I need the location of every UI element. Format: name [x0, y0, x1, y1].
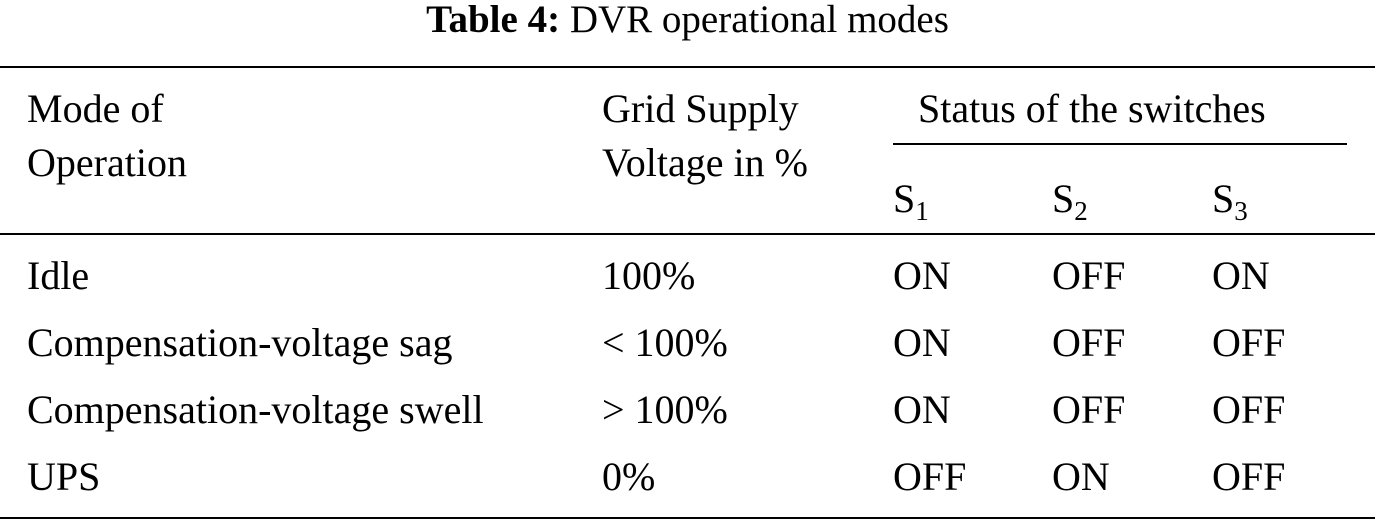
row-1-mode: Idle: [27, 253, 90, 298]
header-mode-line2: Operation: [27, 140, 187, 185]
header-rule: [0, 233, 1375, 235]
row-1-voltage: 100%: [602, 253, 696, 298]
row-3-voltage: > 100%: [602, 387, 728, 432]
header-grid-line2: Voltage in %: [602, 140, 808, 185]
caption-label: Table 4:: [426, 0, 561, 41]
switch-s3-base: S: [1212, 176, 1235, 221]
top-rule: [0, 66, 1375, 68]
header-status-group: Status of the switches: [918, 86, 1266, 131]
row-1-s1: ON: [893, 253, 951, 298]
switch-s2-base: S: [1052, 176, 1075, 221]
row-2-s2: OFF: [1052, 320, 1126, 365]
row-3-s3: OFF: [1212, 387, 1286, 432]
switch-s1-sub: 1: [915, 196, 929, 226]
switch-s2-sub: 2: [1074, 196, 1088, 226]
header-mode-line1: Mode of: [27, 86, 164, 131]
row-2-mode: Compensation-voltage sag: [27, 320, 453, 365]
row-2-voltage: < 100%: [602, 320, 728, 365]
status-group-rule: [893, 143, 1347, 145]
switch-s1-base: S: [893, 176, 916, 221]
row-3-s2: OFF: [1052, 387, 1126, 432]
row-2-s3: OFF: [1212, 320, 1286, 365]
header-switch-s1: S1: [893, 176, 929, 225]
switch-s3-sub: 3: [1234, 196, 1248, 226]
caption-text: DVR operational modes: [569, 0, 949, 41]
row-1-s2: OFF: [1052, 253, 1126, 298]
row-4-voltage: 0%: [602, 454, 656, 499]
row-4-mode: UPS: [27, 454, 101, 499]
table-caption: Table 4: DVR operational modes: [0, 0, 1375, 40]
header-grid-line1: Grid Supply: [602, 86, 799, 131]
row-2-s1: ON: [893, 320, 951, 365]
row-3-mode: Compensation-voltage swell: [27, 387, 484, 432]
row-4-s3: OFF: [1212, 454, 1286, 499]
row-4-s1: OFF: [893, 454, 967, 499]
header-switch-s2: S2: [1052, 176, 1088, 225]
row-3-s1: ON: [893, 387, 951, 432]
bottom-rule: [0, 517, 1375, 519]
row-4-s2: ON: [1052, 454, 1110, 499]
row-1-s3: ON: [1212, 253, 1270, 298]
header-switch-s3: S3: [1212, 176, 1248, 225]
